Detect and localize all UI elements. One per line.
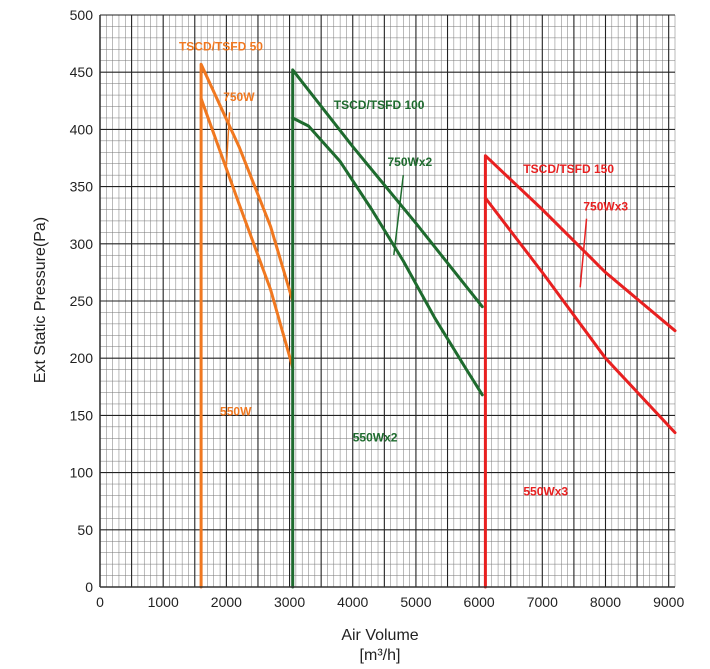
x-tick-label: 4000 — [337, 594, 368, 610]
major-grid — [99, 14, 675, 588]
leader-line — [393, 175, 405, 256]
annotation-label: 750Wx2 — [388, 155, 433, 169]
x-tick-labels: 0 1000 2000 3000 4000 5000 6000 7000 8000 9000 — [96, 594, 684, 610]
annotation-layer: TSCD/TSFD 50 750W 550W TSCD/TSFD 100 750Wx2 5… — [179, 39, 628, 498]
leader-line — [579, 218, 588, 288]
x-axis-title: Air Volume — [341, 627, 418, 644]
annotation-label: 750W — [223, 90, 255, 104]
x-tick-label: 2000 — [211, 594, 242, 610]
y-tick-label: 150 — [70, 407, 94, 423]
series-layer — [199, 62, 677, 589]
y-tick-label: 300 — [70, 236, 94, 252]
annotation-label: 550Wx2 — [353, 431, 398, 445]
x-tick-label: 3000 — [274, 594, 305, 610]
series-line-tscd50 — [199, 97, 295, 369]
annotation-label: TSCD/TSFD 150 — [523, 162, 614, 176]
series-line-tscd100 — [291, 68, 484, 589]
y-tick-label: 0 — [85, 579, 93, 595]
y-tick-labels: 0 50 100 150 200 250 300 350 400 450 500 — [70, 7, 94, 595]
leader-line — [225, 112, 231, 167]
y-tick-label: 250 — [70, 293, 94, 309]
y-tick-label: 450 — [70, 64, 94, 80]
y-tick-label: 200 — [70, 350, 94, 366]
x-tick-label: 8000 — [590, 594, 621, 610]
x-axis-unit: [m³/h] — [360, 647, 401, 664]
y-tick-label: 350 — [70, 179, 94, 195]
x-tick-label: 9000 — [653, 594, 684, 610]
x-tick-label: 5000 — [400, 594, 431, 610]
series-line-tscd150 — [483, 154, 677, 589]
y-tick-label: 500 — [70, 7, 94, 23]
x-tick-label: 7000 — [527, 594, 558, 610]
y-axis-title: Ext Static Pressure(Pa) — [32, 217, 49, 383]
x-tick-label: 1000 — [148, 594, 179, 610]
y-tick-label: 100 — [70, 465, 94, 481]
annotation-label: TSCD/TSFD 50 — [179, 39, 263, 53]
series-line-tscd100 — [291, 116, 484, 397]
x-tick-label: 0 — [96, 594, 104, 610]
x-tick-label: 6000 — [464, 594, 495, 610]
series-line-tscd150 — [483, 196, 677, 435]
series-line-tscd50 — [199, 62, 295, 589]
annotation-label: 750Wx3 — [583, 200, 628, 214]
leader-layer — [225, 112, 588, 288]
y-tick-label: 50 — [77, 522, 93, 538]
annotation-label: TSCD/TSFD 100 — [334, 98, 425, 112]
annotation-label: 550W — [220, 404, 252, 418]
y-tick-label: 400 — [70, 121, 94, 137]
annotation-label: 550Wx3 — [523, 484, 568, 498]
